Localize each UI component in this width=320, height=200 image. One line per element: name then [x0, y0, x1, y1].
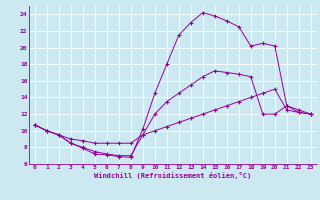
X-axis label: Windchill (Refroidissement éolien,°C): Windchill (Refroidissement éolien,°C): [94, 172, 252, 179]
